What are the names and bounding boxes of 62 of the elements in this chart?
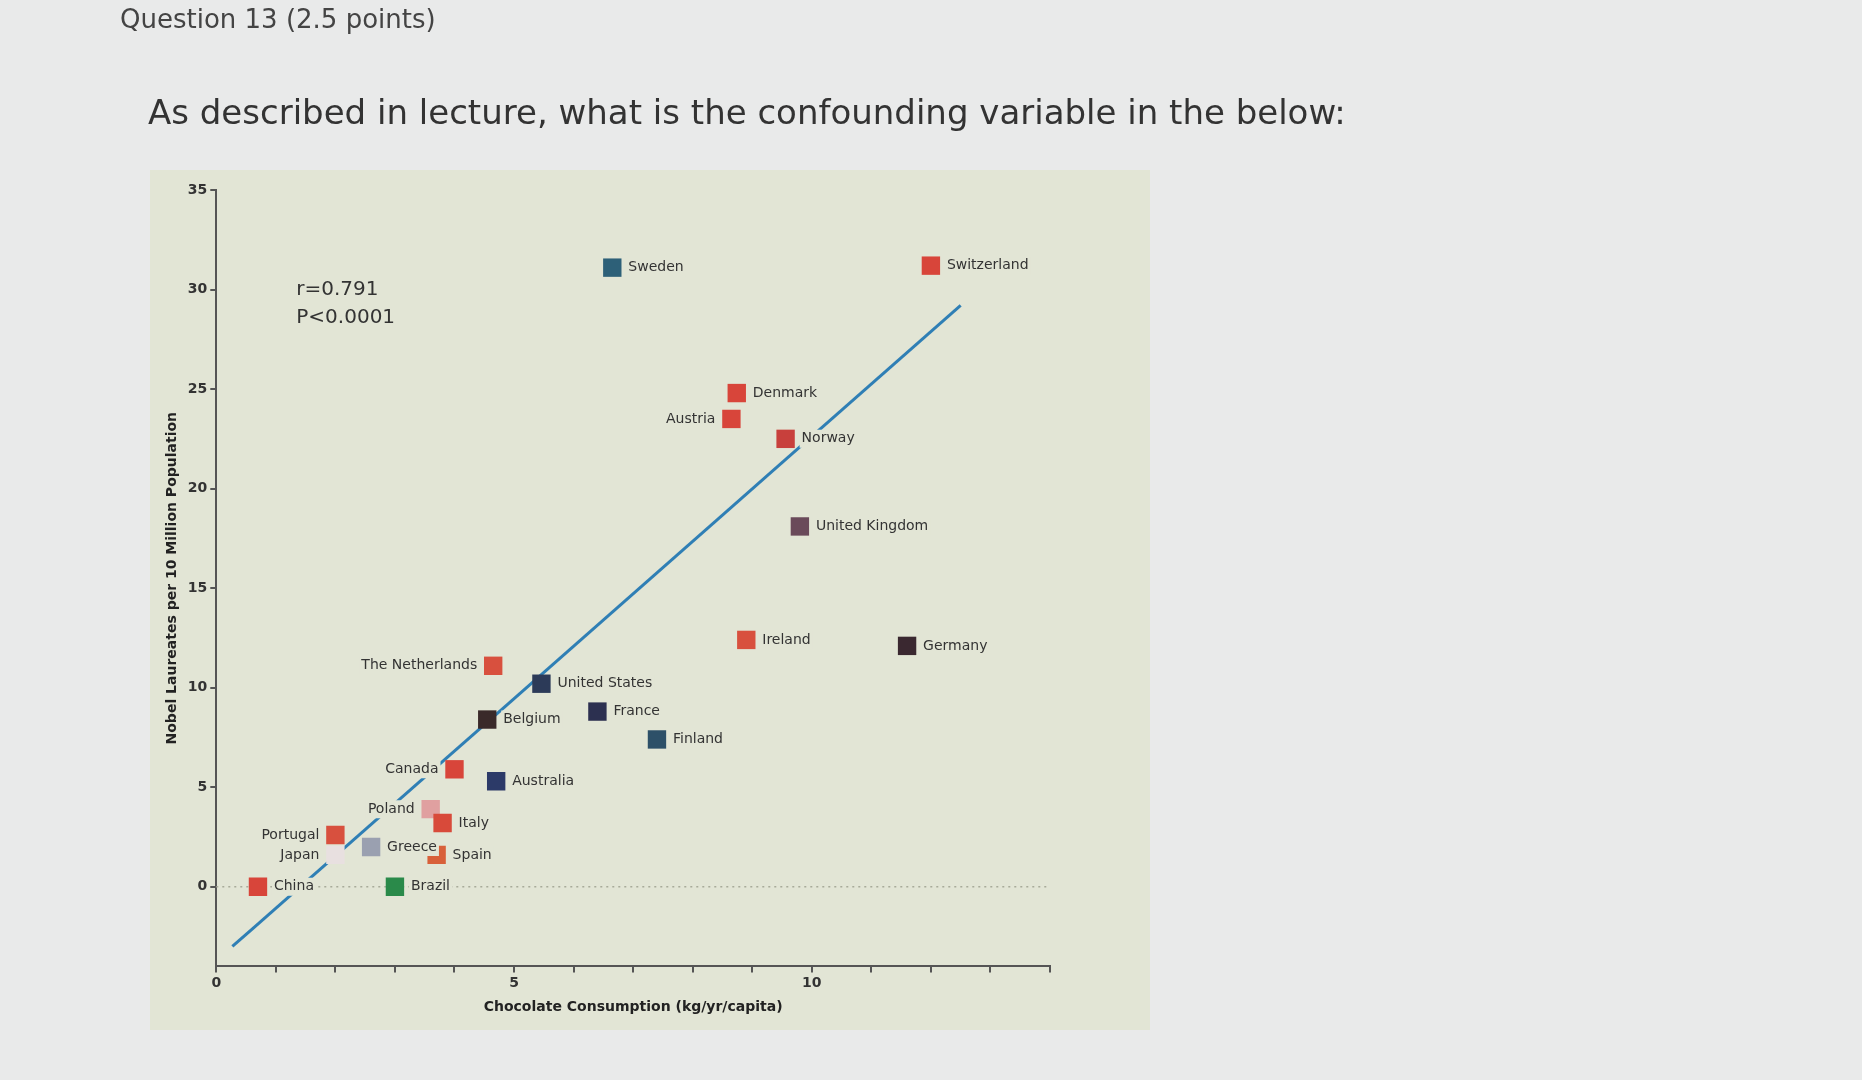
point xyxy=(776,429,795,449)
annotation: Finland xyxy=(672,730,723,747)
annotation: Sweden xyxy=(628,258,684,275)
annotation: Portugal xyxy=(261,825,320,842)
y-tick-label: 10 xyxy=(187,678,208,695)
point xyxy=(647,730,667,749)
annotation: Austria xyxy=(665,409,716,426)
annotation: Ireland xyxy=(762,630,811,647)
point xyxy=(737,630,756,650)
annotation: Poland xyxy=(367,799,415,816)
annotation: Germany xyxy=(923,636,988,653)
point xyxy=(248,877,268,896)
point xyxy=(326,845,345,865)
y-tick-label: 5 xyxy=(197,777,208,794)
chart-subtitle: Question 13 (2.5 points) xyxy=(120,4,436,34)
point xyxy=(326,825,345,845)
annotation: United States xyxy=(557,674,653,691)
annotation: Switzerland xyxy=(946,256,1029,273)
y-tick-label: 0 xyxy=(197,877,208,894)
point xyxy=(478,710,497,729)
point xyxy=(588,702,607,721)
annotation: Brazil xyxy=(410,877,451,894)
y-tick-label: 35 xyxy=(187,180,208,197)
y-tick-label: 15 xyxy=(187,578,208,595)
x-tick-label: 10 xyxy=(802,974,822,991)
point xyxy=(722,409,741,429)
annotation: Italy xyxy=(458,813,489,830)
annotation: r=0.791 xyxy=(296,276,379,301)
point xyxy=(421,799,440,819)
y-tick-label: 20 xyxy=(187,479,208,496)
chart-title: As described in lecture, what is the confounding variable in the below: xyxy=(148,92,1346,132)
x-tick-label: 0 xyxy=(211,974,222,991)
annotation: Canada xyxy=(385,759,439,776)
annotation: Spain xyxy=(452,845,492,862)
annotation: P<0.0001 xyxy=(296,304,396,329)
y-tick-label: 25 xyxy=(187,379,208,396)
point xyxy=(921,256,941,275)
point xyxy=(897,636,917,656)
annotation: Denmark xyxy=(752,383,818,400)
y-tick-label: 30 xyxy=(187,280,208,297)
annotation: Belgium xyxy=(503,710,561,727)
point xyxy=(790,517,810,536)
x-tick-label: 5 xyxy=(509,974,519,991)
point xyxy=(361,837,381,857)
point xyxy=(385,877,405,896)
annotation: China xyxy=(273,877,314,894)
annotation: Japan xyxy=(279,845,320,862)
annotation: Norway xyxy=(801,429,855,446)
point xyxy=(484,656,503,675)
y-axis-title: Nobel Laureates per 10 Million Population xyxy=(163,411,180,745)
point xyxy=(486,772,506,791)
annotation: United Kingdom xyxy=(815,517,929,534)
point xyxy=(727,383,746,403)
point xyxy=(603,258,622,277)
annotation: France xyxy=(613,702,660,719)
point xyxy=(433,813,452,833)
annotation: Australia xyxy=(512,771,575,788)
point xyxy=(532,674,551,693)
x-axis-title: Chocolate Consumption (kg/yr/capita) xyxy=(483,998,783,1015)
point xyxy=(445,760,464,779)
annotation: The Netherlands xyxy=(360,656,478,673)
annotation: Greece xyxy=(387,837,437,854)
